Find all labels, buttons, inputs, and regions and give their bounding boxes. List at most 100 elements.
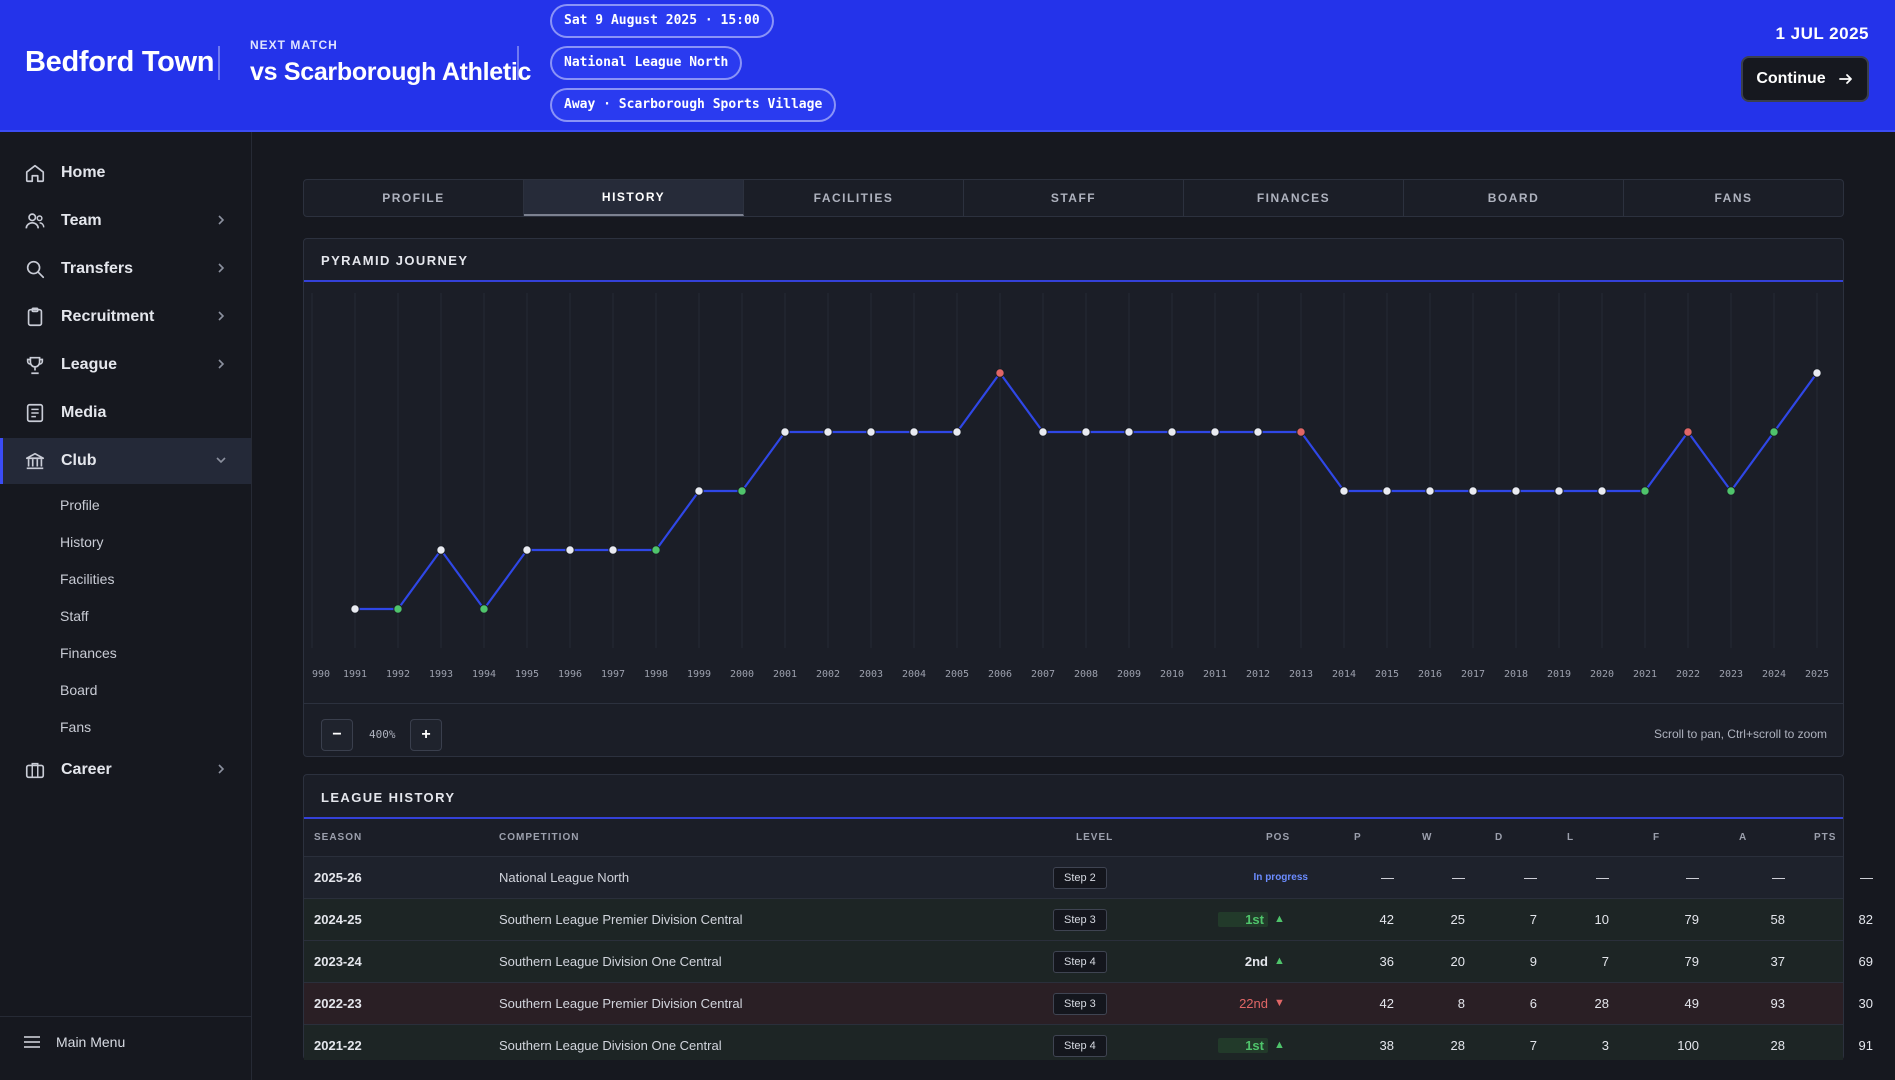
season-point[interactable] (1640, 486, 1650, 496)
season-point[interactable] (1726, 486, 1736, 496)
season-point[interactable] (1468, 486, 1478, 496)
season-point[interactable] (522, 545, 532, 555)
sidebar-item-home[interactable]: Home (0, 150, 251, 196)
panel-title: LEAGUE HISTORY (321, 790, 456, 805)
cell-p: 42 (1379, 912, 1394, 927)
cell-competition: Southern League Division One Central (499, 954, 722, 969)
table-row[interactable]: 2021-22 Southern League Division One Cen… (304, 1024, 1873, 1060)
x-tick-label: 2021 (1633, 669, 1657, 680)
column-header-a: A (1739, 832, 1748, 843)
cell-a: 37 (1770, 954, 1785, 969)
sidebar-item-media[interactable]: Media (0, 390, 251, 436)
x-tick-label: 2009 (1117, 669, 1141, 680)
tab-staff[interactable]: STAFF (964, 180, 1184, 216)
sidebar-subitem-facilities[interactable]: Facilities (60, 571, 115, 587)
season-point[interactable] (1167, 427, 1177, 437)
table-row[interactable]: 2025-26 National League North Step 2 In … (304, 856, 1873, 898)
season-point[interactable] (479, 604, 489, 614)
sidebar: Home Team Transfers Recruitment League M… (0, 132, 252, 1080)
continue-button[interactable]: Continue (1741, 56, 1869, 102)
x-tick-label: 2003 (859, 669, 883, 680)
column-header-season: SEASON (314, 832, 363, 843)
sidebar-subitem-history[interactable]: History (60, 534, 104, 550)
tab-profile[interactable]: PROFILE (304, 180, 524, 216)
cell-season: 2022-23 (314, 996, 362, 1011)
season-point[interactable] (651, 545, 661, 555)
sidebar-item-career[interactable]: Career (0, 747, 251, 793)
chevron-right-icon (218, 311, 225, 321)
sidebar-subitem-board[interactable]: Board (60, 682, 98, 698)
sidebar-subitem-fans[interactable]: Fans (60, 719, 92, 735)
season-point[interactable] (1081, 427, 1091, 437)
sidebar-item-transfers[interactable]: Transfers (0, 246, 251, 292)
tab-facilities[interactable]: FACILITIES (744, 180, 964, 216)
cell-w: 28 (1450, 1038, 1465, 1053)
cell-d: 6 (1529, 996, 1537, 1011)
season-point[interactable] (1038, 427, 1048, 437)
season-point[interactable] (1511, 486, 1521, 496)
season-point[interactable] (1124, 427, 1134, 437)
sidebar-item-team[interactable]: Team (0, 198, 251, 244)
season-point[interactable] (1339, 486, 1349, 496)
sidebar-subitem-finances[interactable]: Finances (60, 645, 117, 661)
cell-pos: 1st (1218, 912, 1268, 927)
season-point[interactable] (350, 604, 360, 614)
season-point[interactable] (1812, 368, 1822, 378)
season-point[interactable] (995, 368, 1005, 378)
tab-board[interactable]: BOARD (1404, 180, 1624, 216)
season-point[interactable] (1210, 427, 1220, 437)
season-point[interactable] (1554, 486, 1564, 496)
season-point[interactable] (909, 427, 919, 437)
season-point[interactable] (565, 545, 575, 555)
newspaper-icon (26, 403, 44, 423)
season-point[interactable] (1425, 486, 1435, 496)
cell-d: 7 (1529, 912, 1537, 927)
column-header-competition: COMPETITION (499, 832, 580, 843)
season-point[interactable] (952, 427, 962, 437)
cell-a: 58 (1770, 912, 1785, 927)
table-row[interactable]: 2022-23 Southern League Premier Division… (304, 982, 1873, 1024)
season-point[interactable] (1382, 486, 1392, 496)
tab-fans[interactable]: FANS (1714, 191, 1753, 205)
sidebar-item-label: Club (61, 452, 97, 469)
season-point[interactable] (780, 427, 790, 437)
bank-icon (25, 452, 45, 470)
cell-a: — (1772, 870, 1785, 885)
zoom-in-button[interactable]: + (410, 719, 442, 751)
season-point[interactable] (1296, 427, 1306, 437)
pyramid-chart[interactable]: 990 1991 1992 1993 1994 1995 1996 1997 1998 1999 2… (304, 283, 1843, 683)
season-point[interactable] (1597, 486, 1607, 496)
cell-d: 7 (1529, 1038, 1537, 1053)
match-competition-pill: National League North (550, 46, 743, 80)
season-point[interactable] (694, 486, 704, 496)
season-point[interactable] (1683, 427, 1693, 437)
season-point[interactable] (1769, 427, 1779, 437)
cell-f: 79 (1684, 954, 1699, 969)
table-row[interactable]: 2023-24 Southern League Division One Cen… (304, 940, 1873, 982)
season-point[interactable] (1253, 427, 1263, 437)
cell-pts: 69 (1858, 954, 1873, 969)
sidebar-subitem-staff[interactable]: Staff (60, 608, 89, 624)
season-point[interactable] (866, 427, 876, 437)
cell-f: 100 (1677, 1038, 1699, 1053)
season-point[interactable] (823, 427, 833, 437)
sidebar-item-league[interactable]: League (0, 342, 251, 388)
zoom-out-button[interactable]: − (321, 719, 353, 751)
season-point[interactable] (393, 604, 403, 614)
sidebar-subitem-profile[interactable]: Profile (60, 497, 100, 513)
trophy-icon (26, 356, 44, 375)
tab-history[interactable]: HISTORY (524, 180, 744, 216)
table-row[interactable]: 2024-25 Southern League Premier Division… (304, 898, 1873, 940)
main-menu-button[interactable]: Main Menu (22, 1032, 125, 1052)
x-tick-label: 2015 (1375, 669, 1399, 680)
season-point[interactable] (737, 486, 747, 496)
sidebar-item-club[interactable]: Club (0, 438, 251, 484)
season-point[interactable] (436, 545, 446, 555)
level-badge: Step 3 (1053, 993, 1107, 1015)
sidebar-item-recruitment[interactable]: Recruitment (0, 294, 251, 340)
column-header-f: F (1653, 832, 1661, 843)
x-tick-label: 2007 (1031, 669, 1055, 680)
season-point[interactable] (608, 545, 618, 555)
tab-finances[interactable]: FINANCES (1184, 180, 1404, 216)
x-tick-label: 2014 (1332, 669, 1356, 680)
